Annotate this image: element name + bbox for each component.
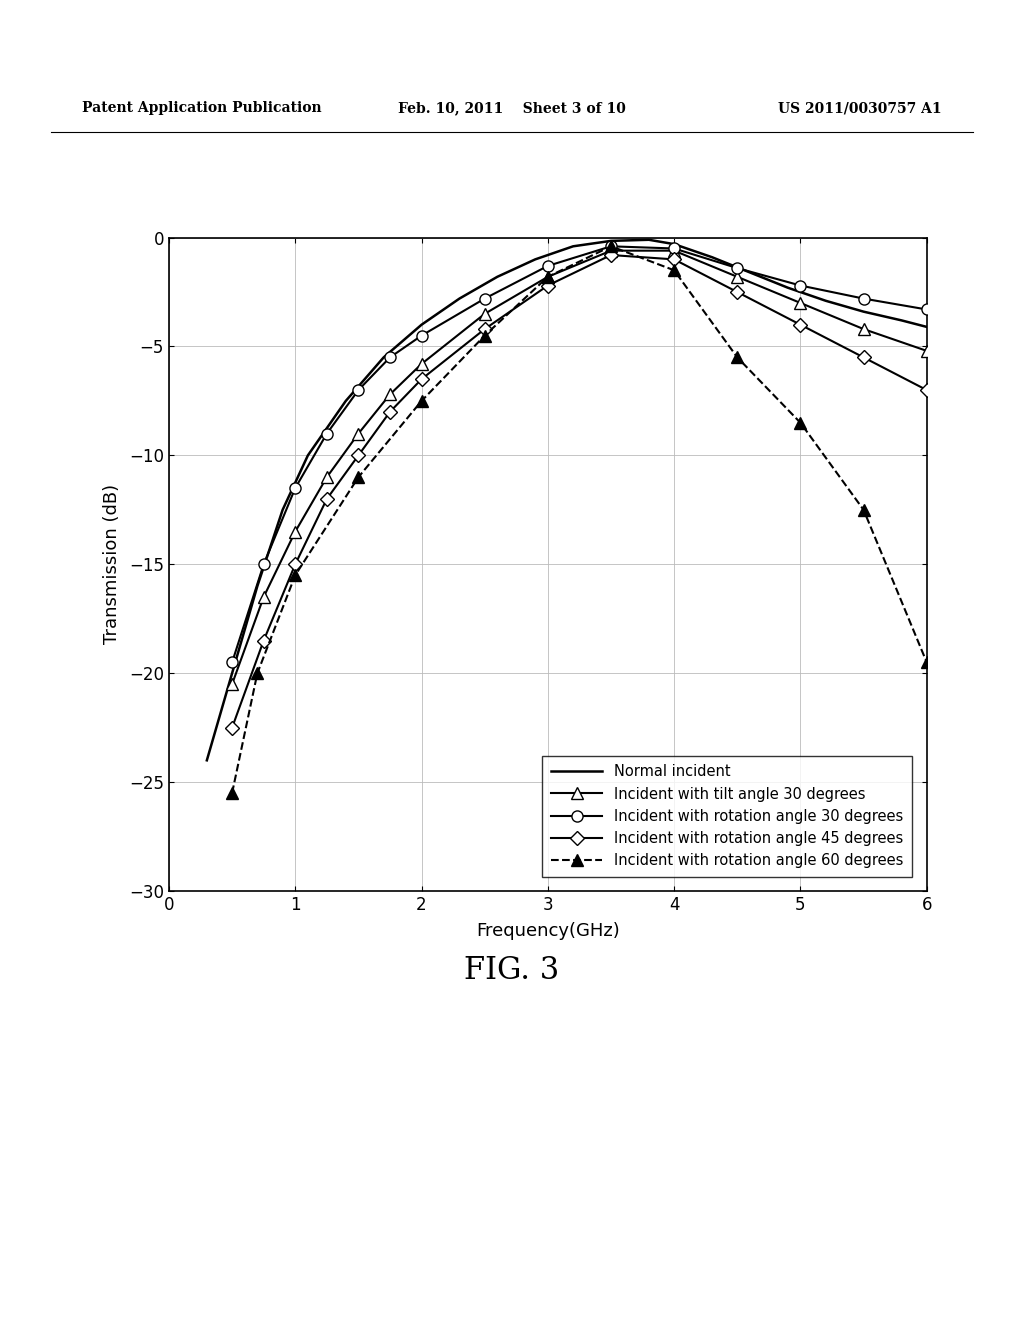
Text: US 2011/0030757 A1: US 2011/0030757 A1 [778,102,942,115]
Text: Patent Application Publication: Patent Application Publication [82,102,322,115]
X-axis label: Frequency(GHz): Frequency(GHz) [476,923,620,940]
Y-axis label: Transmission (dB): Transmission (dB) [102,484,121,644]
Text: Feb. 10, 2011    Sheet 3 of 10: Feb. 10, 2011 Sheet 3 of 10 [398,102,626,115]
Legend: Normal incident, Incident with tilt angle 30 degrees, Incident with rotation ang: Normal incident, Incident with tilt angl… [543,755,911,878]
Text: FIG. 3: FIG. 3 [464,954,560,986]
